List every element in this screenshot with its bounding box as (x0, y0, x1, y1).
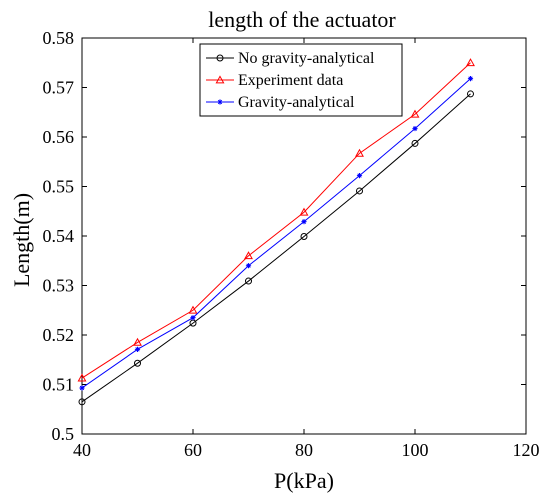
y-tick-label: 0.58 (43, 28, 75, 48)
legend-label: Experiment data (238, 72, 343, 89)
legend-marker (216, 54, 224, 62)
data-point (78, 398, 86, 406)
data-point (355, 148, 364, 157)
legend-label: No gravity-analytical (238, 50, 375, 67)
data-point (356, 187, 363, 195)
x-tick-label: 60 (184, 440, 202, 460)
x-axis-label: P(kPa) (274, 468, 334, 493)
series-line-2 (81, 62, 471, 379)
data-point (467, 75, 474, 82)
x-tick-label: 100 (402, 440, 429, 460)
y-tick-label: 0.51 (43, 375, 75, 395)
data-point (301, 219, 307, 225)
data-point (188, 305, 198, 314)
data-point (244, 251, 253, 260)
y-axis-label: Length(m) (9, 193, 34, 287)
data-point (79, 385, 85, 391)
data-point (356, 173, 363, 179)
x-tick-label: 120 (513, 440, 540, 460)
y-tick-label: 0.56 (43, 127, 75, 147)
y-tick-label: 0.55 (43, 177, 75, 197)
data-point (134, 359, 141, 367)
data-point (410, 109, 420, 118)
data-point (134, 346, 141, 352)
plot-area: 40 60 80 100 120 0.5 0.51 0.52 0.53 0.54 0.55 0.56 0… (43, 28, 540, 460)
data-point (411, 139, 419, 147)
data-point (412, 125, 418, 132)
y-tick-label: 0.53 (43, 276, 75, 296)
data-point (77, 373, 87, 382)
data-point (467, 90, 474, 98)
y-tick-label: 0.5 (52, 424, 75, 444)
data-point (245, 263, 252, 269)
data-point (299, 207, 309, 216)
series-line-1 (81, 93, 471, 403)
legend-marker (215, 75, 225, 84)
data-point (466, 58, 475, 67)
y-tick-label: 0.54 (43, 226, 75, 246)
data-point (190, 315, 196, 321)
legend-label: Gravity-analytical (238, 94, 355, 111)
data-point (245, 277, 252, 285)
data-point (300, 232, 308, 240)
y-tick-label: 0.52 (43, 325, 75, 345)
x-tick-label: 40 (73, 440, 91, 460)
y-tick-label: 0.57 (43, 78, 75, 98)
legend-marker (217, 99, 223, 105)
chart-title: length of the actuator (208, 7, 396, 32)
data-point (133, 337, 142, 346)
x-tick-label: 80 (295, 440, 313, 460)
series-line-3 (81, 78, 471, 389)
